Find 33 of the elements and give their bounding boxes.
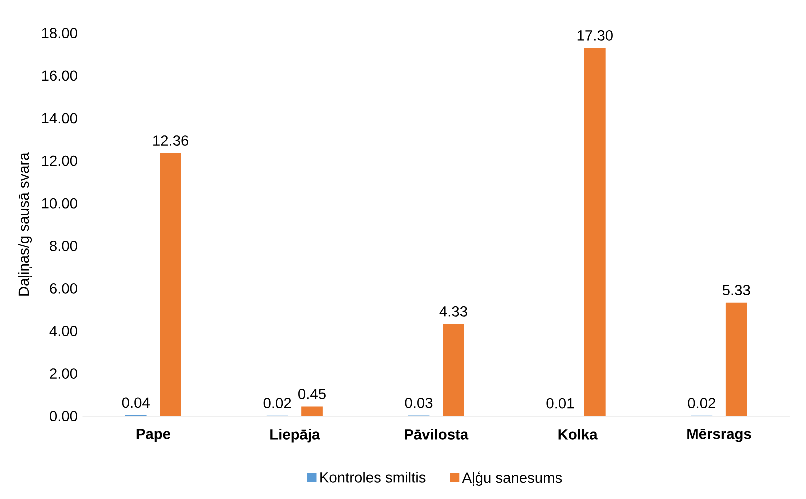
y-tick-label: 2.00 <box>50 368 78 379</box>
bar <box>584 48 606 416</box>
x-tick-label: Mērsrags <box>688 429 752 442</box>
bar <box>302 406 323 416</box>
data-label: 12.36 <box>154 136 189 146</box>
y-tick-label: 4.00 <box>50 326 78 336</box>
data-label: 17.30 <box>578 30 613 41</box>
y-tick-label: 6.00 <box>50 283 78 294</box>
x-tick-label: Pāvilosta <box>405 429 469 440</box>
data-label: 0.45 <box>298 388 326 400</box>
legend-label: Aļģu sanesums <box>462 472 562 486</box>
bar <box>726 302 748 416</box>
data-label: 0.04 <box>122 398 150 408</box>
y-tick-label: 16.00 <box>42 70 78 82</box>
x-tick-label: Kolka <box>558 429 598 440</box>
data-label: 0.03 <box>405 398 433 408</box>
y-tick-label: 14.00 <box>42 113 78 124</box>
y-tick-label: 12.00 <box>42 156 78 166</box>
y-tick-label: 18.00 <box>42 28 78 39</box>
y-tick-label: 8.00 <box>50 240 78 252</box>
data-label: 0.01 <box>546 398 574 409</box>
y-tick-label: 0.00 <box>50 411 78 422</box>
y-tick-label: 10.00 <box>42 198 78 209</box>
x-tick-label: Liepāja <box>270 429 320 443</box>
legend-label: Kontroles smiltis <box>320 472 426 483</box>
data-label: 0.02 <box>264 398 292 409</box>
data-label: 5.33 <box>722 285 750 296</box>
data-label: 4.33 <box>440 306 468 317</box>
y-axis-title: Daļiņas/g sausā svara <box>18 152 32 296</box>
data-label: 0.02 <box>688 398 716 409</box>
bar <box>160 153 182 416</box>
bar <box>443 324 464 416</box>
x-tick-label: Pape <box>136 429 170 442</box>
